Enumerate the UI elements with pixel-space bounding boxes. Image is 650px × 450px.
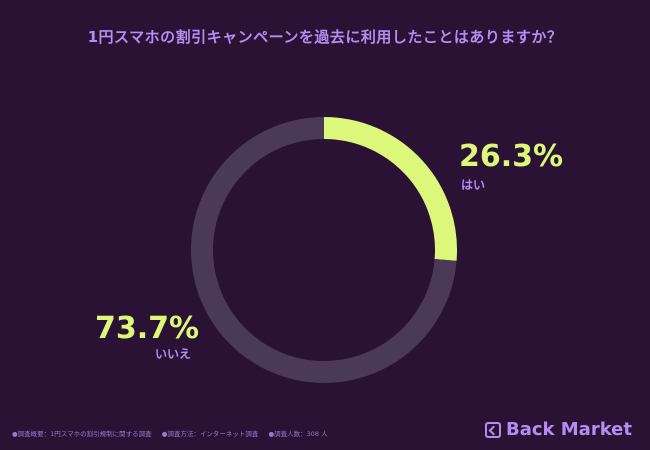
footer-survey-overview: ●調査概要：1円スマホの割引規制に関する調査 <box>12 430 152 438</box>
page-title: 1円スマホの割引キャンペーンを過去に利用したことはありますか？ <box>87 28 563 46</box>
footer-survey-count: ●調査人数：308 人 <box>268 430 328 438</box>
slice-yes-percent: 26.3% <box>459 139 564 174</box>
slice-no-percent: 73.7% <box>95 311 200 346</box>
slice-yes-label: はい <box>461 178 486 192</box>
survey-footer: ●調査概要：1円スマホの割引規制に関する調査 ●調査方法：インターネット調査 ●… <box>12 428 336 438</box>
brand-name: Back Market <box>505 419 632 440</box>
brand-logo: Back Market <box>484 419 632 440</box>
back-market-logo-icon <box>484 421 501 438</box>
slice-no <box>191 117 457 383</box>
slice-yes <box>323 117 457 261</box>
slice-no-label: いいえ <box>155 347 192 361</box>
footer-survey-method: ●調査方法：インターネット調査 <box>161 430 259 438</box>
